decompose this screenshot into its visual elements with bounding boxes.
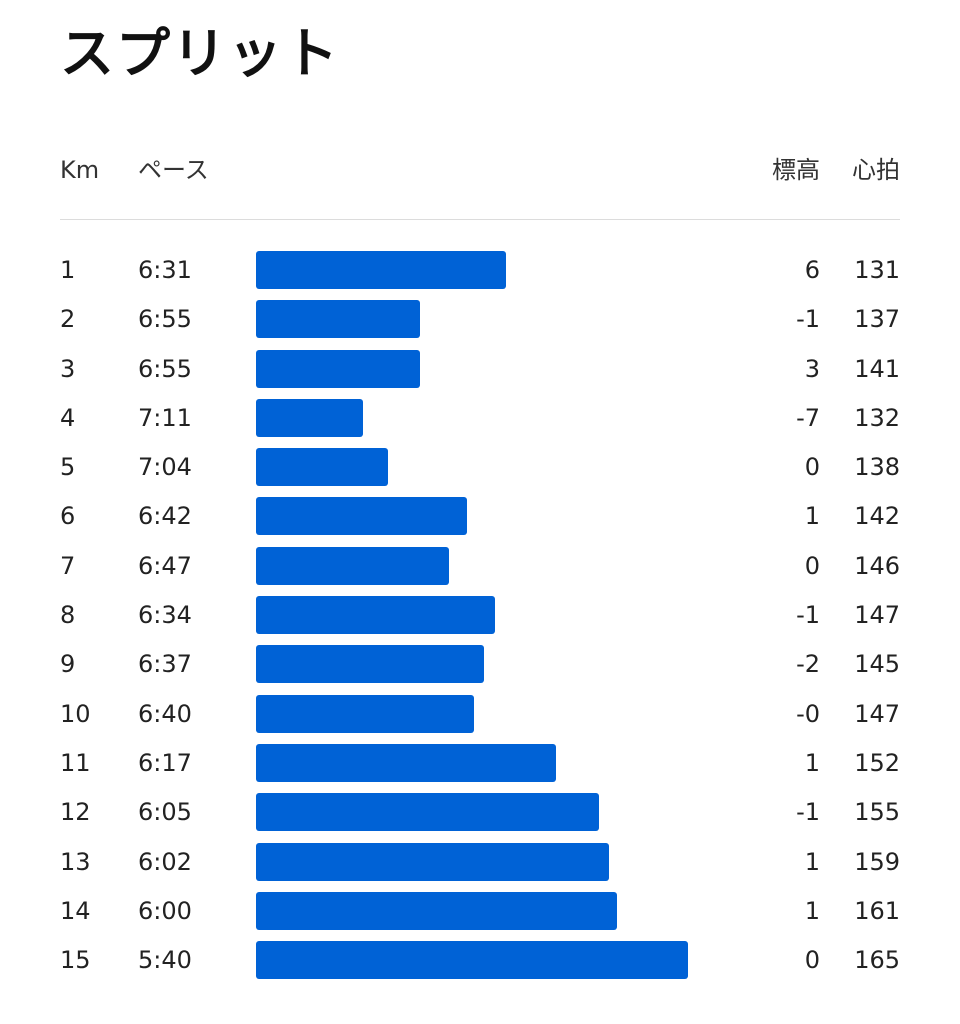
split-km: 11 bbox=[60, 748, 91, 777]
pace-bar bbox=[256, 448, 388, 487]
split-heart-rate: 161 bbox=[854, 896, 900, 925]
split-pace: 6:37 bbox=[138, 650, 192, 679]
split-pace: 6:00 bbox=[138, 896, 192, 925]
pace-bar bbox=[256, 842, 610, 881]
pace-bar bbox=[256, 398, 363, 437]
pace-bar bbox=[256, 645, 485, 684]
split-elevation: 0 bbox=[804, 453, 820, 482]
pace-bar bbox=[256, 596, 496, 635]
column-header-km: Km bbox=[60, 156, 100, 184]
split-km: 10 bbox=[60, 699, 91, 728]
split-km: 8 bbox=[60, 601, 76, 630]
split-elevation: -1 bbox=[796, 305, 820, 334]
split-pace: 7:11 bbox=[138, 403, 192, 432]
split-row: 7 6:47 0 146 bbox=[0, 542, 960, 591]
split-elevation: 1 bbox=[804, 896, 820, 925]
split-heart-rate: 132 bbox=[854, 403, 900, 432]
split-pace: 6:55 bbox=[138, 354, 192, 383]
split-elevation: 1 bbox=[804, 847, 820, 876]
split-km: 14 bbox=[60, 896, 91, 925]
split-km: 4 bbox=[60, 403, 76, 432]
split-pace: 6:34 bbox=[138, 601, 192, 630]
splits-list: 1 6:31 6 131 2 6:55 -1 137 3 6:55 3 141 4 7:11 -7 132 5 7… bbox=[0, 246, 960, 985]
split-km: 7 bbox=[60, 551, 76, 580]
split-elevation: -7 bbox=[796, 403, 820, 432]
pace-bar bbox=[256, 694, 474, 733]
split-km: 5 bbox=[60, 453, 76, 482]
page-title: スプリット bbox=[60, 22, 340, 85]
split-km: 15 bbox=[60, 946, 91, 975]
splits-table-header: Km ペース 標高 心拍 bbox=[0, 150, 960, 190]
column-header-elevation: 標高 bbox=[772, 156, 820, 184]
split-heart-rate: 138 bbox=[854, 453, 900, 482]
split-km: 1 bbox=[60, 256, 76, 284]
split-row: 4 7:11 -7 132 bbox=[0, 394, 960, 443]
split-km: 9 bbox=[60, 650, 76, 679]
split-heart-rate: 145 bbox=[854, 650, 900, 679]
split-pace: 5:40 bbox=[138, 946, 192, 975]
split-elevation: -2 bbox=[796, 650, 820, 679]
split-km: 13 bbox=[60, 847, 91, 876]
split-elevation: -0 bbox=[796, 699, 820, 728]
split-heart-rate: 147 bbox=[854, 601, 900, 630]
pace-bar bbox=[256, 941, 688, 980]
split-elevation: -1 bbox=[796, 601, 820, 630]
split-row: 8 6:34 -1 147 bbox=[0, 591, 960, 640]
split-elevation: 1 bbox=[804, 748, 820, 777]
split-pace: 7:04 bbox=[138, 453, 192, 482]
split-row: 13 6:02 1 159 bbox=[0, 838, 960, 887]
split-elevation: 0 bbox=[804, 946, 820, 975]
split-pace: 6:02 bbox=[138, 847, 192, 876]
pace-bar bbox=[256, 546, 449, 585]
split-row: 5 7:04 0 138 bbox=[0, 443, 960, 492]
split-row: 9 6:37 -2 145 bbox=[0, 640, 960, 689]
split-pace: 6:05 bbox=[138, 798, 192, 827]
split-row: 10 6:40 -0 147 bbox=[0, 690, 960, 739]
split-elevation: -1 bbox=[796, 798, 820, 827]
split-row: 3 6:55 3 141 bbox=[0, 345, 960, 394]
split-row: 2 6:55 -1 137 bbox=[0, 295, 960, 344]
pace-bar bbox=[256, 891, 617, 930]
split-km: 2 bbox=[60, 305, 76, 334]
split-km: 3 bbox=[60, 354, 76, 383]
split-row: 11 6:17 1 152 bbox=[0, 739, 960, 788]
column-header-heart-rate: 心拍 bbox=[852, 156, 900, 184]
split-km: 12 bbox=[60, 798, 91, 827]
split-elevation: 1 bbox=[804, 502, 820, 531]
split-heart-rate: 165 bbox=[854, 946, 900, 975]
pace-bar bbox=[256, 300, 421, 339]
split-heart-rate: 152 bbox=[854, 748, 900, 777]
split-heart-rate: 142 bbox=[854, 502, 900, 531]
split-elevation: 3 bbox=[804, 354, 820, 383]
pace-bar bbox=[256, 497, 467, 536]
split-pace: 6:40 bbox=[138, 699, 192, 728]
split-pace: 6:55 bbox=[138, 305, 192, 334]
split-heart-rate: 155 bbox=[854, 798, 900, 827]
column-header-pace: ペース bbox=[138, 156, 209, 184]
split-row: 1 6:31 6 131 bbox=[0, 246, 960, 295]
split-heart-rate: 159 bbox=[854, 847, 900, 876]
pace-bar bbox=[256, 349, 421, 388]
split-heart-rate: 147 bbox=[854, 699, 900, 728]
pace-bar bbox=[256, 251, 506, 289]
split-elevation: 6 bbox=[804, 256, 820, 284]
pace-bar bbox=[256, 743, 556, 782]
split-pace: 6:31 bbox=[138, 256, 192, 284]
split-heart-rate: 141 bbox=[854, 354, 900, 383]
split-pace: 6:17 bbox=[138, 748, 192, 777]
split-row: 6 6:42 1 142 bbox=[0, 492, 960, 541]
header-divider bbox=[60, 219, 900, 220]
pace-bar bbox=[256, 793, 599, 832]
split-row: 12 6:05 -1 155 bbox=[0, 788, 960, 837]
split-elevation: 0 bbox=[804, 551, 820, 580]
split-heart-rate: 137 bbox=[854, 305, 900, 334]
split-heart-rate: 146 bbox=[854, 551, 900, 580]
split-pace: 6:47 bbox=[138, 551, 192, 580]
split-row: 15 5:40 0 165 bbox=[0, 936, 960, 985]
split-km: 6 bbox=[60, 502, 76, 531]
split-pace: 6:42 bbox=[138, 502, 192, 531]
split-heart-rate: 131 bbox=[854, 256, 900, 284]
split-row: 14 6:00 1 161 bbox=[0, 887, 960, 936]
